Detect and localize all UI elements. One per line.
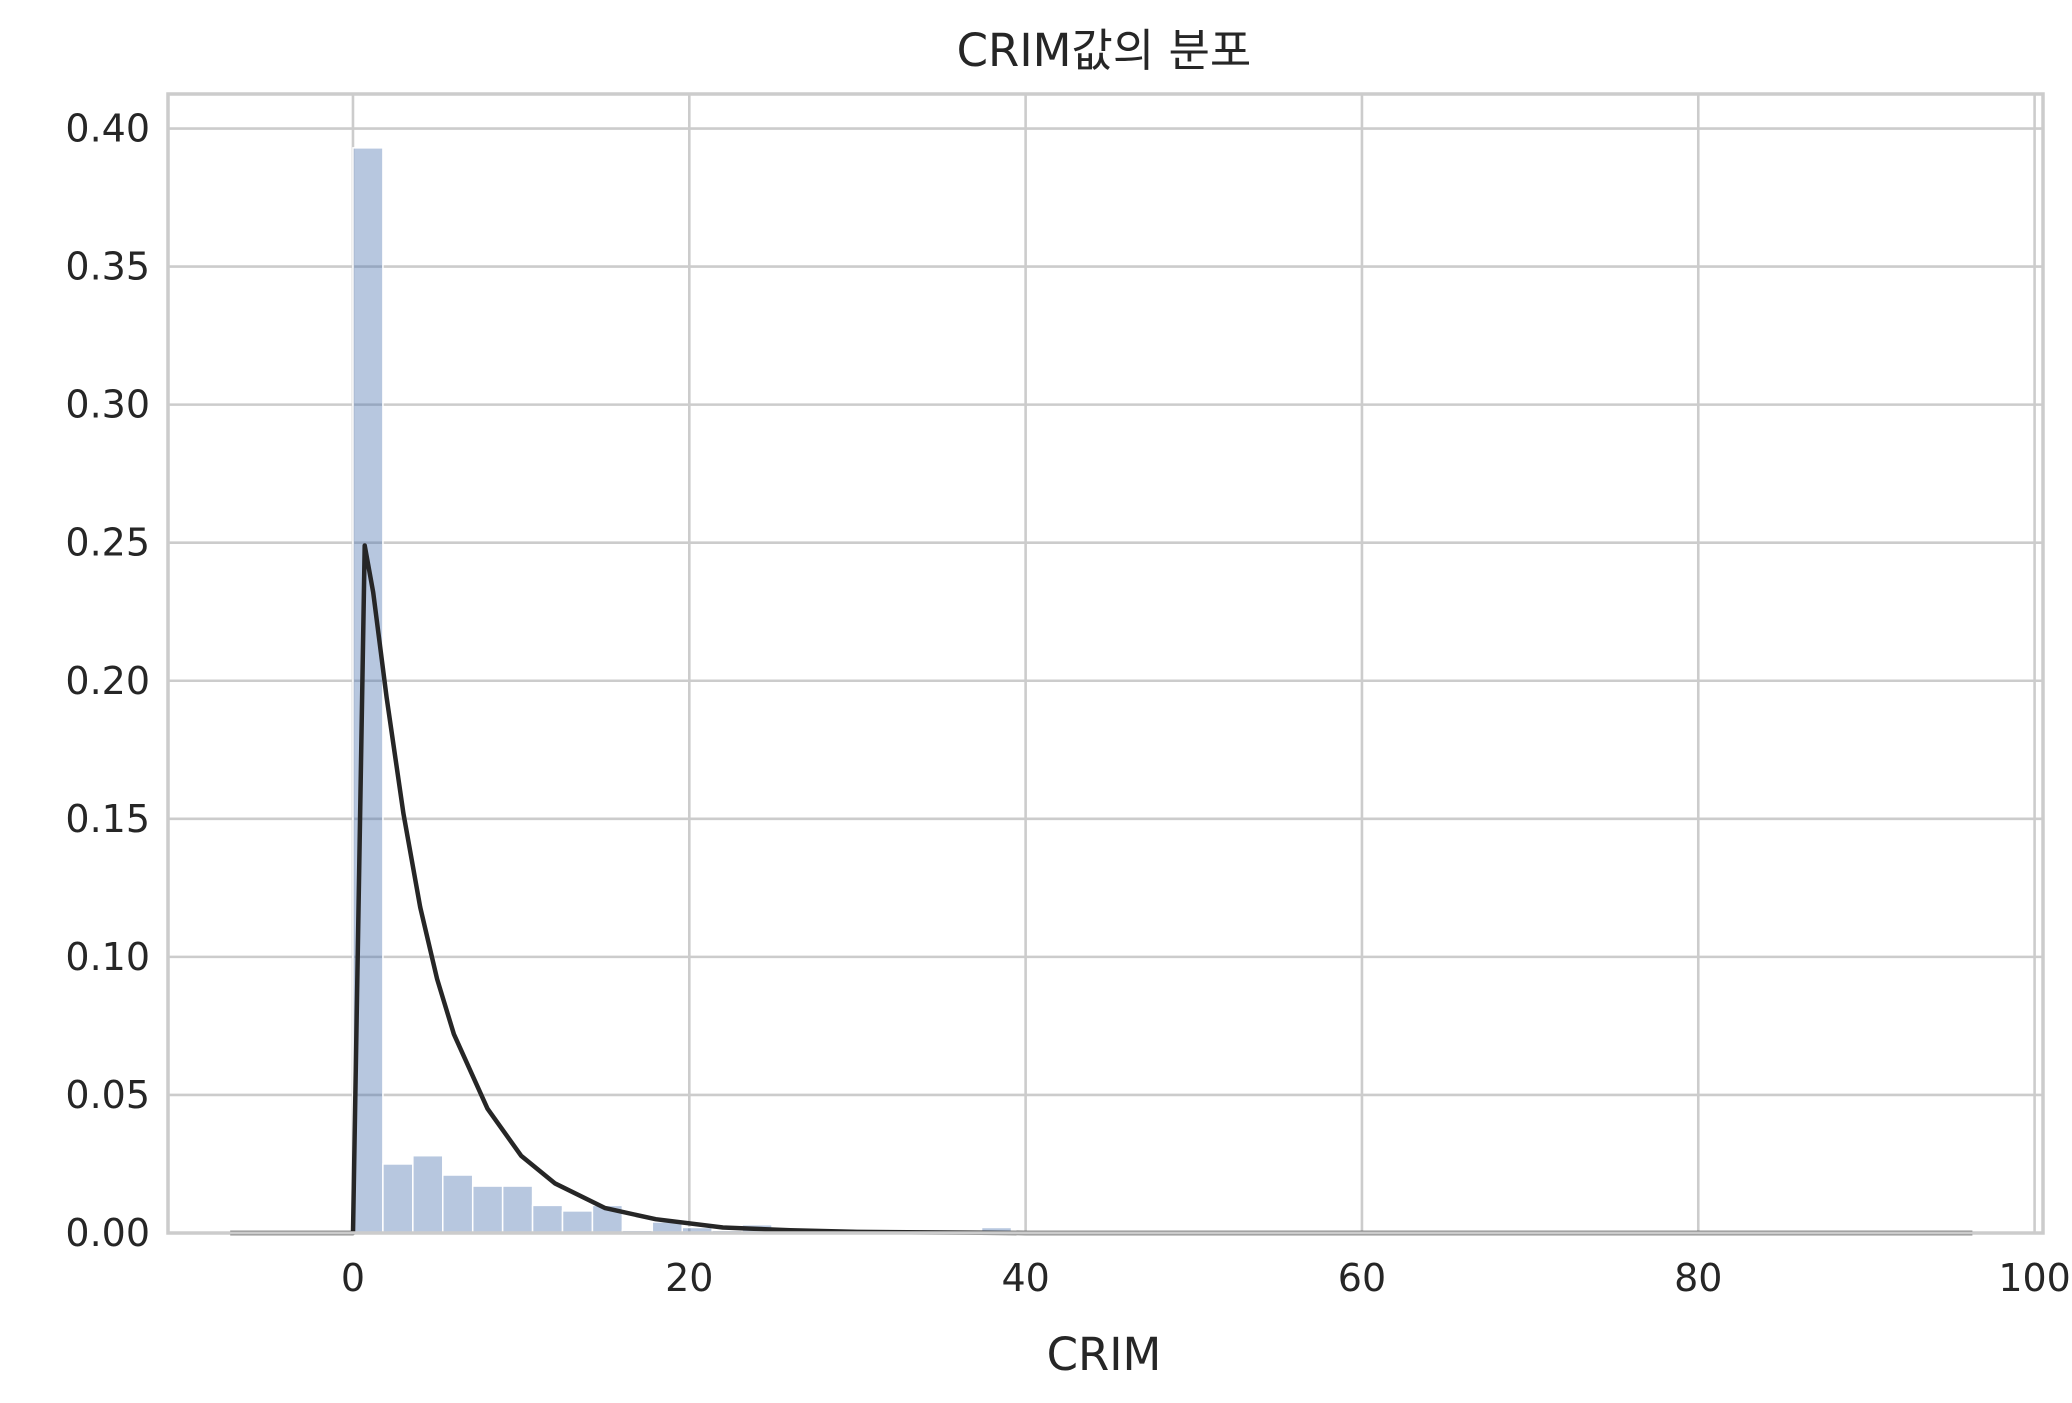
y-tick-label-7: 0.35 (65, 245, 150, 289)
x-tick-label-2: 40 (1001, 1256, 1049, 1300)
y-tick-label-0: 0.00 (65, 1211, 150, 1255)
x-tick-labels: 0 20 40 60 80 100 (341, 1256, 2071, 1300)
grid-lines (168, 94, 2043, 1235)
x-axis-label: CRIM (1047, 1328, 1162, 1381)
y-tick-label-6: 0.30 (65, 383, 150, 427)
plot-frame (166, 92, 2045, 1235)
histogram-bar-2 (412, 1154, 444, 1234)
histogram-bar-3 (442, 1174, 474, 1234)
fitted-pdf-line (230, 543, 1973, 1236)
histogram-bars (352, 147, 1013, 1234)
y-tick-label-3: 0.15 (65, 797, 150, 841)
x-tick-label-5: 100 (1998, 1256, 2071, 1300)
chart-title: CRIM값의 분포 (957, 24, 1252, 77)
y-tick-label-8: 0.40 (65, 107, 150, 151)
fitted-curve (230, 543, 1973, 1236)
y-tick-label-2: 0.10 (65, 935, 150, 979)
x-tick-label-4: 80 (1674, 1256, 1722, 1300)
x-tick-label-3: 60 (1338, 1256, 1386, 1300)
histogram-bar-7 (561, 1210, 594, 1234)
histogram-bar-6 (531, 1204, 564, 1234)
histogram-bar-5 (501, 1185, 534, 1234)
y-tick-label-5: 0.25 (65, 521, 150, 565)
x-tick-label-0: 0 (341, 1256, 365, 1300)
histogram-bar-4 (471, 1185, 504, 1234)
x-tick-label-1: 20 (665, 1256, 713, 1300)
y-tick-label-4: 0.20 (65, 659, 150, 703)
y-tick-labels: 0.00 0.05 0.10 0.15 0.20 0.25 0.30 0.35 0.40 (65, 107, 150, 1255)
histogram-bar-1 (382, 1163, 414, 1234)
y-tick-label-1: 0.05 (65, 1073, 150, 1117)
